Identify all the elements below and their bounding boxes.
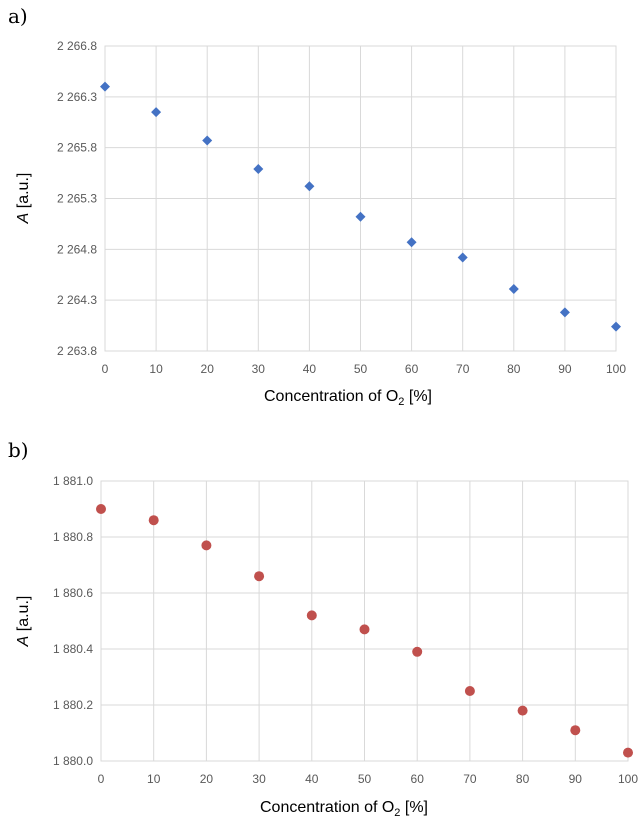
chart-b-y-tick-label: 1 880.2 [53, 698, 93, 712]
chart-b-x-tick-label: 80 [516, 772, 530, 786]
chart-b-data-point [464, 686, 475, 696]
chart-b-x-tick-label: 90 [569, 772, 583, 786]
chart-b-data-point [570, 725, 581, 736]
chart-b-data-point [201, 540, 212, 551]
chart-b-y-axis-title-symbol: A [15, 636, 32, 648]
chart-b-data-point [623, 747, 633, 758]
chart-a-data-point [304, 181, 315, 192]
chart-b-x-tick-label: 50 [358, 772, 372, 786]
chart-a-x-tick-label: 40 [303, 362, 317, 376]
chart-b-x-tick-label: 70 [463, 772, 477, 786]
chart-a-x-tick-label: 70 [456, 362, 470, 376]
chart-b-x-tick-labels: 0 10 20 30 40 50 60 70 80 90 100 [98, 772, 639, 786]
chart-a-y-tick-label: 2 263.8 [57, 344, 97, 358]
chart-b-plot-area [100, 480, 629, 762]
chart-b-data-point [412, 646, 423, 657]
chart-a-y-tick-label: 2 264.8 [57, 242, 97, 256]
chart-a-y-tick-label: 2 264.3 [57, 293, 97, 307]
chart-b-x-axis-title-main: Concentration of O [260, 799, 394, 816]
chart-a-y-axis-title-symbol: A [15, 213, 32, 225]
chart-a-gridlines [104, 45, 617, 352]
chart-b-gridlines [100, 480, 629, 762]
chart-a-x-tick-label: 50 [354, 362, 368, 376]
chart-a-y-tick-label: 2 265.8 [57, 141, 97, 155]
chart-a-x-tick-labels: 0 10 20 30 40 50 60 70 80 90 100 [102, 362, 627, 376]
chart-a-x-tick-label: 60 [405, 362, 419, 376]
chart-a-x-tick-label: 100 [606, 362, 626, 376]
chart-a-y-tick-label: 2 266.8 [57, 39, 97, 53]
chart-a-y-tick-label: 2 265.3 [57, 192, 97, 206]
chart-a-x-axis-title-unit: [%] [404, 388, 432, 405]
chart-b-y-axis-title: A [a.u.] [15, 596, 32, 648]
chart-a-data-point [100, 81, 110, 92]
chart-b-x-tick-label: 60 [411, 772, 425, 786]
chart-a-x-tick-label: 80 [507, 362, 521, 376]
chart-a-y-tick-label: 2 266.3 [57, 90, 97, 104]
chart-a-data-point [457, 252, 468, 263]
chart-a-y-axis-title: A [a.u.] [15, 173, 32, 225]
chart-b-x-tick-label: 10 [147, 772, 161, 786]
chart-b-x-tick-label: 0 [98, 772, 105, 786]
chart-b-y-tick-label: 1 881.0 [53, 474, 93, 488]
chart-a-y-axis-title-unit: [a.u.] [15, 173, 32, 213]
panel-label-b: b) [8, 438, 29, 462]
chart-b-points [96, 504, 633, 758]
chart-a-y-tick-labels: 2 263.8 2 264.3 2 264.8 2 265.3 2 265.8 2 266… [57, 39, 97, 358]
chart-b-y-tick-label: 1 880.0 [53, 754, 93, 768]
chart-b-data-point [306, 610, 317, 621]
chart-a-x-tick-label: 30 [252, 362, 266, 376]
chart-b-y-tick-labels: 1 880.0 1 880.2 1 880.4 1 880.6 1 880.8 1 881… [53, 474, 93, 768]
chart-b-data-point [96, 504, 106, 514]
chart-b: b) 1 880.01 880.21 880.41 880.61 880.81 … [8, 438, 639, 819]
chart-a-x-axis-title-subscript: 2 [398, 396, 404, 408]
chart-a-x-tick-label: 20 [201, 362, 215, 376]
chart-b-x-tick-label: 40 [305, 772, 319, 786]
chart-b-y-tick-label: 1 880.6 [53, 586, 93, 600]
chart-a-data-point [355, 211, 366, 222]
chart-b-x-axis-title-subscript: 2 [394, 807, 400, 819]
chart-b-x-tick-label: 100 [618, 772, 638, 786]
chart-a-plot-area [104, 45, 617, 352]
chart-a-data-point [611, 321, 621, 332]
chart-a-data-point [151, 107, 162, 118]
chart-a-x-axis-title-main: Concentration of O [264, 388, 398, 405]
chart-b-data-point [517, 705, 528, 716]
chart-a-data-point [508, 283, 519, 294]
chart-b-x-axis-title: Concentration of O2 [%] [260, 799, 428, 819]
chart-b-data-point [359, 624, 370, 635]
chart-b-x-tick-label: 20 [200, 772, 214, 786]
chart-b-x-axis-title-unit: [%] [400, 799, 428, 816]
chart-a-data-point [406, 237, 417, 248]
chart-a-data-point [559, 307, 570, 318]
chart-a-x-tick-label: 0 [102, 362, 109, 376]
chart-a-data-point [202, 135, 213, 146]
chart-a-x-tick-label: 10 [149, 362, 163, 376]
chart-a-x-axis-title: Concentration of O2 [%] [264, 388, 432, 408]
chart-b-x-tick-label: 30 [252, 772, 266, 786]
chart-a: a) 2 263.82 264.32 264.82 265.32 265.82 … [8, 4, 627, 408]
panel-label-a: a) [8, 4, 28, 28]
chart-a-x-tick-label: 90 [558, 362, 572, 376]
chart-b-y-axis-title-unit: [a.u.] [15, 596, 32, 636]
chart-a-points [100, 81, 621, 332]
chart-b-y-tick-label: 1 880.8 [53, 530, 93, 544]
chart-b-y-tick-label: 1 880.4 [53, 642, 93, 656]
chart-b-data-point [254, 571, 265, 582]
chart-a-data-point [253, 164, 264, 175]
chart-b-data-point [148, 515, 159, 526]
